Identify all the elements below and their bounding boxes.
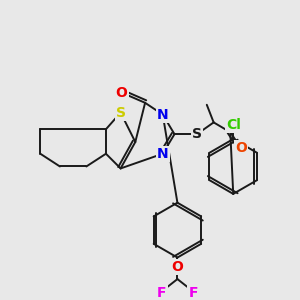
Text: S: S [192,127,202,141]
Text: O: O [116,86,127,100]
Text: N: N [157,108,169,122]
Text: N: N [157,147,169,161]
Text: O: O [235,141,247,155]
Text: S: S [116,106,126,120]
Text: Cl: Cl [226,118,241,132]
Text: O: O [172,260,183,274]
Text: F: F [188,286,198,300]
Text: F: F [157,286,166,300]
